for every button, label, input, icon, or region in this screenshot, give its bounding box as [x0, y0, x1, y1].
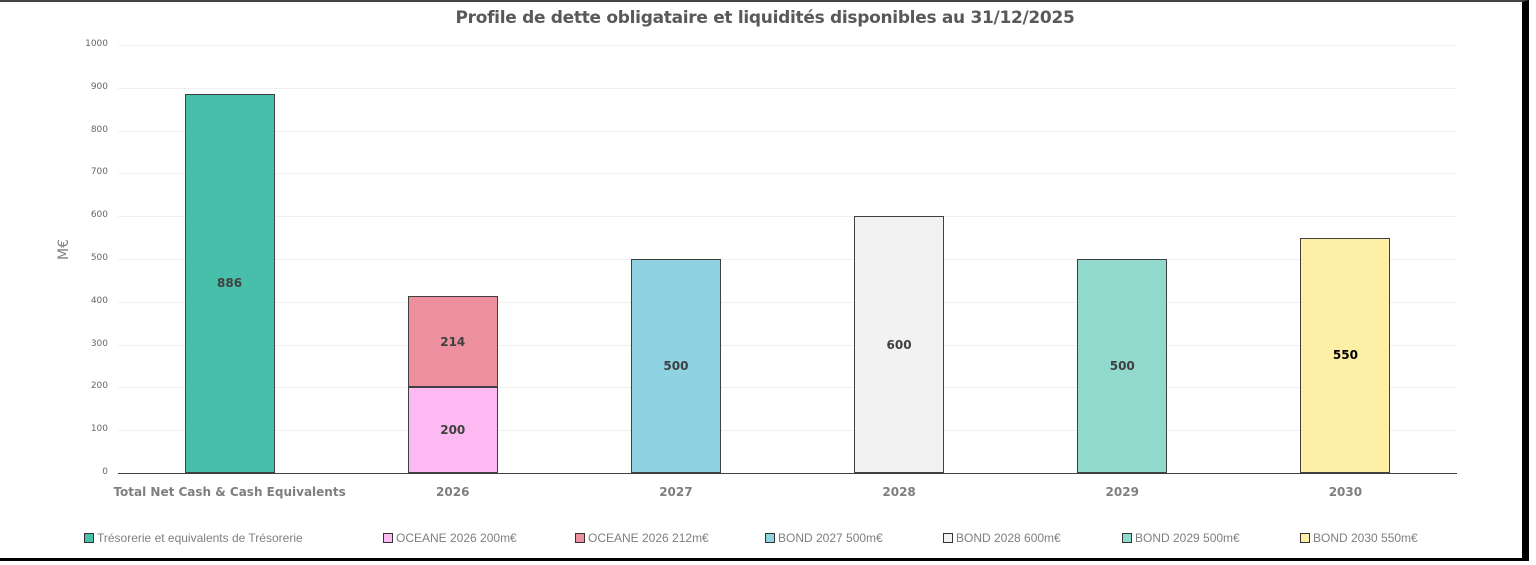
y-tick-label: 500	[90, 253, 108, 263]
y-tick-label: 1000	[85, 39, 108, 49]
legend-label: BOND 2027 500m€	[778, 531, 883, 545]
bar-segment: 500	[630, 259, 721, 473]
gridline	[118, 430, 1457, 431]
bar-segment: 200	[407, 387, 498, 473]
legend-swatch-icon	[1122, 533, 1132, 543]
x-tick-label: 2029	[1105, 485, 1139, 499]
y-tick-label: 900	[90, 81, 108, 92]
x-tick-label: 2027	[659, 485, 693, 499]
data-label: 500	[1109, 359, 1135, 373]
y-tick-label: 0	[102, 467, 108, 477]
gridline	[118, 131, 1457, 132]
gridline	[118, 216, 1457, 217]
legend-label: BOND 2030 550m€	[1313, 531, 1418, 545]
x-tick-label: Total Net Cash & Cash Equivalents	[113, 485, 346, 499]
legend-label: BOND 2028 600m€	[956, 531, 1061, 545]
legend-item: OCEANE 2026 200m€	[383, 531, 517, 545]
legend-swatch-icon	[943, 533, 953, 543]
data-label: 200	[440, 423, 466, 438]
gridline	[118, 259, 1457, 260]
y-tick-label: 800	[90, 124, 108, 135]
legend-item: Trésorerie et equivalents de Trésorerie	[84, 531, 303, 545]
data-label: 886	[217, 276, 243, 291]
data-label: 600	[886, 337, 912, 352]
legend: Trésorerie et equivalents de Trésorerie O…	[0, 531, 1530, 549]
legend-swatch-icon	[765, 533, 775, 543]
legend-label: BOND 2029 500m€	[1135, 531, 1240, 545]
gridline	[118, 45, 1457, 46]
bar-segment: 214	[407, 295, 498, 388]
legend-item: BOND 2027 500m€	[765, 531, 883, 545]
gridline	[118, 88, 1457, 89]
legend-item: OCEANE 2026 212m€	[575, 531, 709, 545]
legend-label: OCEANE 2026 200m€	[396, 531, 517, 545]
gridline	[118, 302, 1457, 303]
legend-label: Trésorerie et equivalents de Trésorerie	[97, 531, 303, 545]
data-label: 550	[1332, 348, 1358, 363]
legend-item: BOND 2030 550m€	[1300, 531, 1418, 545]
legend-swatch-icon	[84, 533, 94, 543]
y-tick-label: 100	[90, 424, 108, 435]
gridline	[118, 345, 1457, 346]
gridline	[118, 173, 1457, 174]
legend-swatch-icon	[575, 533, 585, 543]
gridline	[118, 387, 1457, 388]
legend-swatch-icon	[383, 533, 393, 543]
bar-segment: 886	[184, 93, 275, 473]
legend-swatch-icon	[1300, 533, 1310, 543]
legend-item: BOND 2029 500m€	[1122, 531, 1240, 545]
y-tick-label: 700	[90, 167, 108, 178]
x-tick-label: 2030	[1328, 485, 1363, 499]
data-label: 214	[440, 334, 466, 349]
x-tick-label: 2026	[436, 485, 470, 499]
bar-segment: 600	[854, 216, 945, 473]
bar-segment: 550	[1300, 237, 1391, 473]
y-tick-label: 600	[90, 210, 108, 221]
y-tick-label: 300	[90, 338, 108, 349]
x-axis-line	[118, 473, 1457, 474]
y-tick-label: 200	[90, 381, 108, 392]
x-tick-label: 2028	[882, 485, 916, 499]
y-tick-label: 400	[90, 295, 108, 306]
legend-item: BOND 2028 600m€	[943, 531, 1061, 545]
bar-segment: 500	[1077, 259, 1168, 473]
legend-label: OCEANE 2026 212m€	[588, 531, 709, 545]
data-label: 500	[663, 359, 689, 373]
chart-title: Profile de dette obligataire et liquidit…	[455, 8, 1075, 28]
